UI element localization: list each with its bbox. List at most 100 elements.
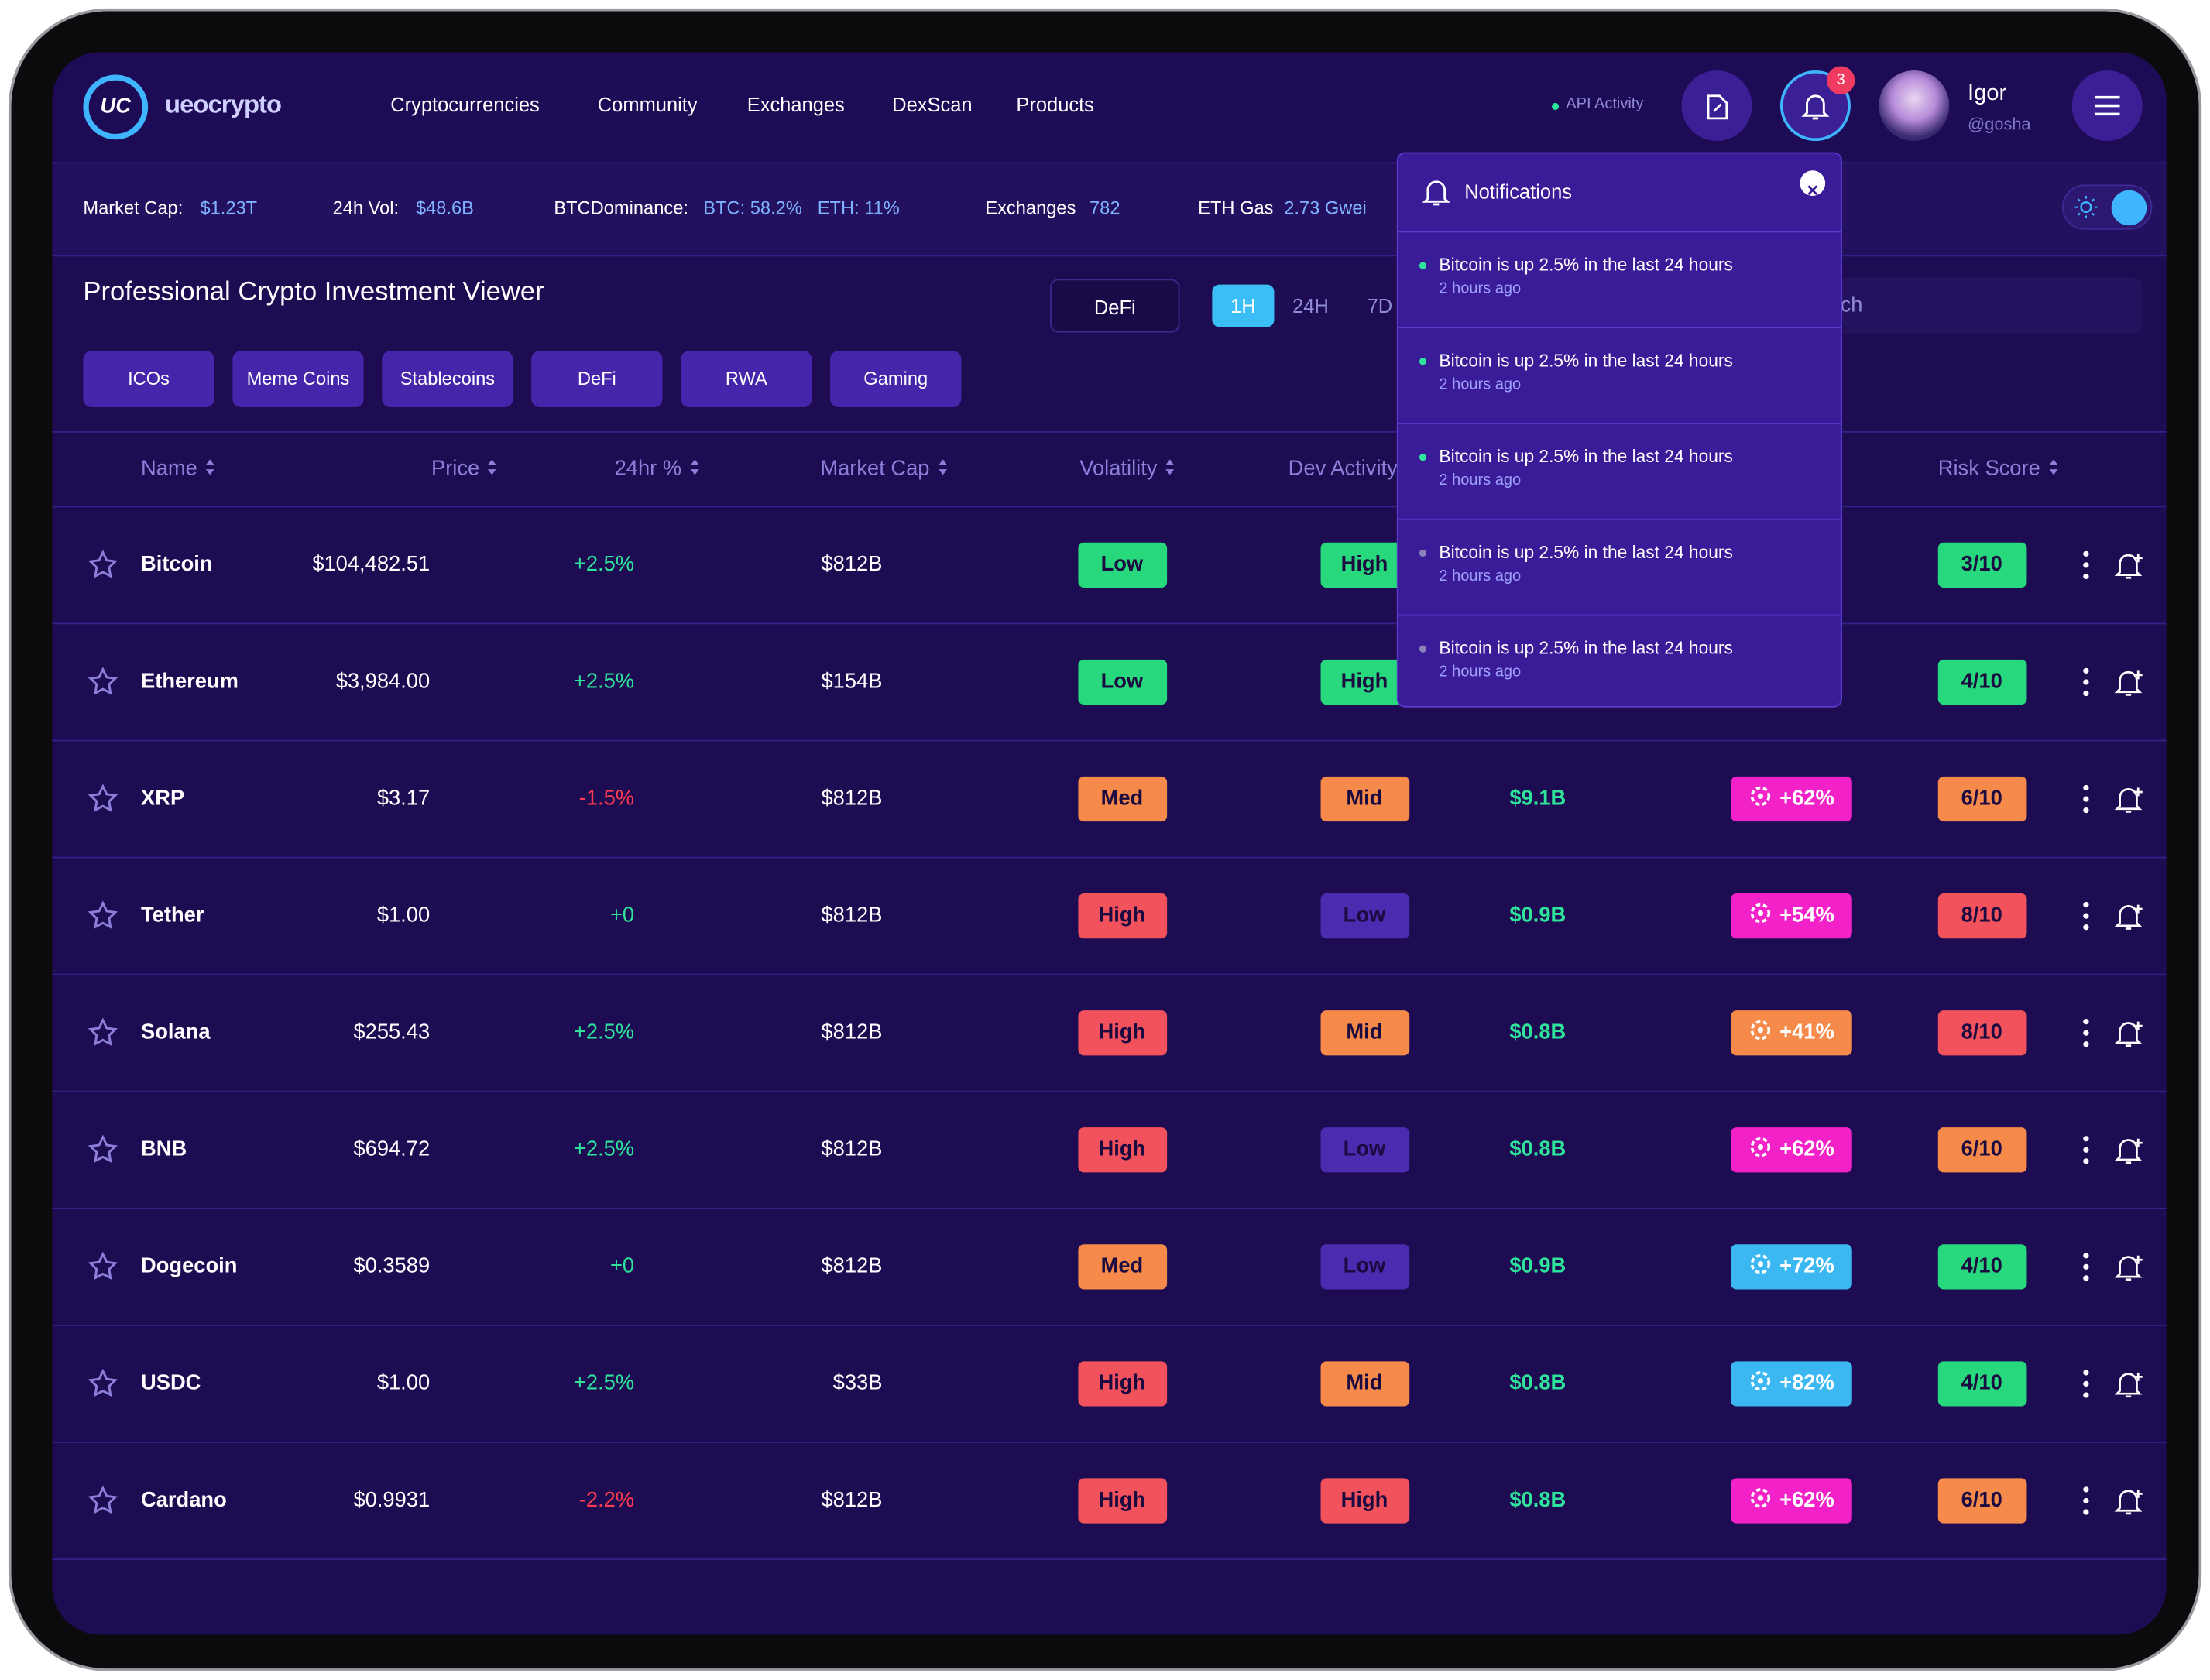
notification-title: Notifications <box>1464 180 1573 204</box>
badge-text: High <box>1098 903 1146 927</box>
coin-change: +0 <box>609 1253 635 1278</box>
coin-market-cap: $154B <box>821 669 883 694</box>
coin-name[interactable]: XRP <box>141 786 185 811</box>
filter-chip[interactable]: RWA <box>681 351 812 408</box>
column-header[interactable]: Volatility <box>1079 457 1178 481</box>
time-tab[interactable]: 7D <box>1367 294 1393 317</box>
coin-market-cap: $812B <box>821 1488 883 1513</box>
risk-badge: 6/10 <box>1937 1127 2026 1173</box>
badge-text: Med <box>1100 1253 1144 1278</box>
alert-button[interactable] <box>2114 1485 2145 1516</box>
coin-price: $255.43 <box>353 1020 431 1044</box>
filter-chip[interactable]: Stablecoins <box>382 351 513 408</box>
column-header[interactable]: 24hr % <box>615 457 703 481</box>
doc-button[interactable] <box>1681 70 1752 142</box>
filter-chip[interactable]: Meme Coins <box>232 351 364 408</box>
nav-link[interactable]: Products <box>1016 93 1094 116</box>
coin-name[interactable]: USDC <box>141 1371 201 1395</box>
notification-divider <box>1398 327 1841 329</box>
badge-text: Low <box>1100 552 1144 577</box>
alert-button[interactable] <box>2114 900 2145 931</box>
more-button[interactable] <box>2081 1019 2092 1047</box>
dropdown[interactable]: DeFi <box>1050 279 1180 333</box>
time-tab[interactable]: 24H <box>1292 294 1329 317</box>
notification-text[interactable]: Bitcoin is up 2.5% in the last 24 hours <box>1439 542 1733 563</box>
sentiment-badge: +62% <box>1731 776 1852 822</box>
column-header[interactable]: Name <box>141 457 218 481</box>
star-button[interactable] <box>88 783 118 814</box>
coin-name[interactable]: Bitcoin <box>141 552 213 577</box>
notification-divider <box>1398 231 1841 233</box>
table-header <box>52 430 2167 508</box>
star-button[interactable] <box>88 1134 118 1165</box>
filter-chip[interactable]: Gaming <box>830 351 962 408</box>
time-tab[interactable]: 1H <box>1212 284 1275 327</box>
nav-link[interactable]: Community <box>597 93 698 116</box>
coin-name[interactable]: Solana <box>141 1020 211 1044</box>
more-button[interactable] <box>2081 1136 2092 1164</box>
coin-volume: $0.8B <box>1509 1488 1567 1513</box>
sentiment-icon <box>1749 1137 1770 1157</box>
more-button[interactable] <box>2081 784 2092 814</box>
coin-name[interactable]: BNB <box>141 1137 187 1161</box>
more-button[interactable] <box>2081 901 2092 931</box>
nav-link[interactable]: DexScan <box>892 93 973 116</box>
star-button[interactable] <box>88 1017 118 1048</box>
notification-text[interactable]: Bitcoin is up 2.5% in the last 24 hours <box>1439 351 1733 371</box>
alert-button[interactable] <box>2114 1134 2145 1165</box>
coin-volume: $0.8B <box>1509 1371 1567 1395</box>
star-button[interactable] <box>88 550 118 581</box>
column-header[interactable]: Price <box>431 457 501 481</box>
more-button[interactable] <box>2081 667 2092 697</box>
stat-value: $48.6B <box>415 197 474 219</box>
alert-button[interactable] <box>2114 1368 2145 1399</box>
alert-button[interactable] <box>2114 1017 2145 1048</box>
notification-divider <box>1398 518 1841 520</box>
api-activity[interactable]: API Activity <box>1566 95 1644 113</box>
sentiment-icon <box>1749 1253 1770 1274</box>
notification-bell <box>1422 177 1450 207</box>
star-button[interactable] <box>88 1368 118 1399</box>
badge-text: Low <box>1343 1137 1386 1161</box>
notification-text[interactable]: Bitcoin is up 2.5% in the last 24 hours <box>1439 447 1733 467</box>
coin-name[interactable]: Ethereum <box>141 669 239 694</box>
star-button[interactable] <box>88 1251 118 1282</box>
alert-button[interactable] <box>2114 667 2145 698</box>
risk-badge: 6/10 <box>1937 1478 2026 1524</box>
avatar[interactable] <box>1879 70 1950 142</box>
star-button[interactable] <box>88 1485 118 1516</box>
coin-name[interactable]: Tether <box>141 903 204 927</box>
row-divider <box>52 1442 2167 1443</box>
filter-chip[interactable]: DeFi <box>531 351 663 408</box>
risk-badge: 8/10 <box>1937 893 2026 939</box>
coin-name[interactable]: Cardano <box>141 1488 227 1513</box>
more-button[interactable] <box>2081 1370 2092 1398</box>
badge-text: Mid <box>1346 1371 1383 1395</box>
badge-text: High <box>1098 1020 1146 1044</box>
filter-chip[interactable]: ICOs <box>83 351 214 408</box>
alert-button[interactable] <box>2114 783 2145 814</box>
more-button[interactable] <box>2081 550 2092 580</box>
sort-icon <box>690 459 698 475</box>
badge-text: +54% <box>1779 903 1834 927</box>
logo-mark[interactable]: UC <box>83 74 149 140</box>
notification-text[interactable]: Bitcoin is up 2.5% in the last 24 hours <box>1439 638 1733 659</box>
volatility-badge: Med <box>1077 776 1167 822</box>
coin-name[interactable]: Dogecoin <box>141 1253 238 1278</box>
logo-text[interactable]: ueocrypto <box>164 90 282 118</box>
more-button[interactable] <box>2081 1253 2092 1281</box>
notification-text[interactable]: Bitcoin is up 2.5% in the last 24 hours <box>1439 255 1733 275</box>
alert-button[interactable] <box>2114 1251 2145 1282</box>
nav-link[interactable]: Exchanges <box>746 93 845 116</box>
star-button[interactable] <box>88 667 118 698</box>
star-button[interactable] <box>88 900 118 931</box>
risk-badge: 8/10 <box>1937 1010 2026 1056</box>
nav-link[interactable]: Cryptocurrencies <box>390 93 540 116</box>
alert-button[interactable] <box>2114 550 2145 581</box>
notification-divider <box>1398 423 1841 424</box>
more-button[interactable] <box>2081 1486 2092 1515</box>
column-header[interactable]: Market Cap <box>820 457 950 481</box>
badge-text: +72% <box>1779 1253 1834 1278</box>
row-divider <box>52 1558 2167 1560</box>
column-header[interactable]: Risk Score <box>1938 457 2061 481</box>
